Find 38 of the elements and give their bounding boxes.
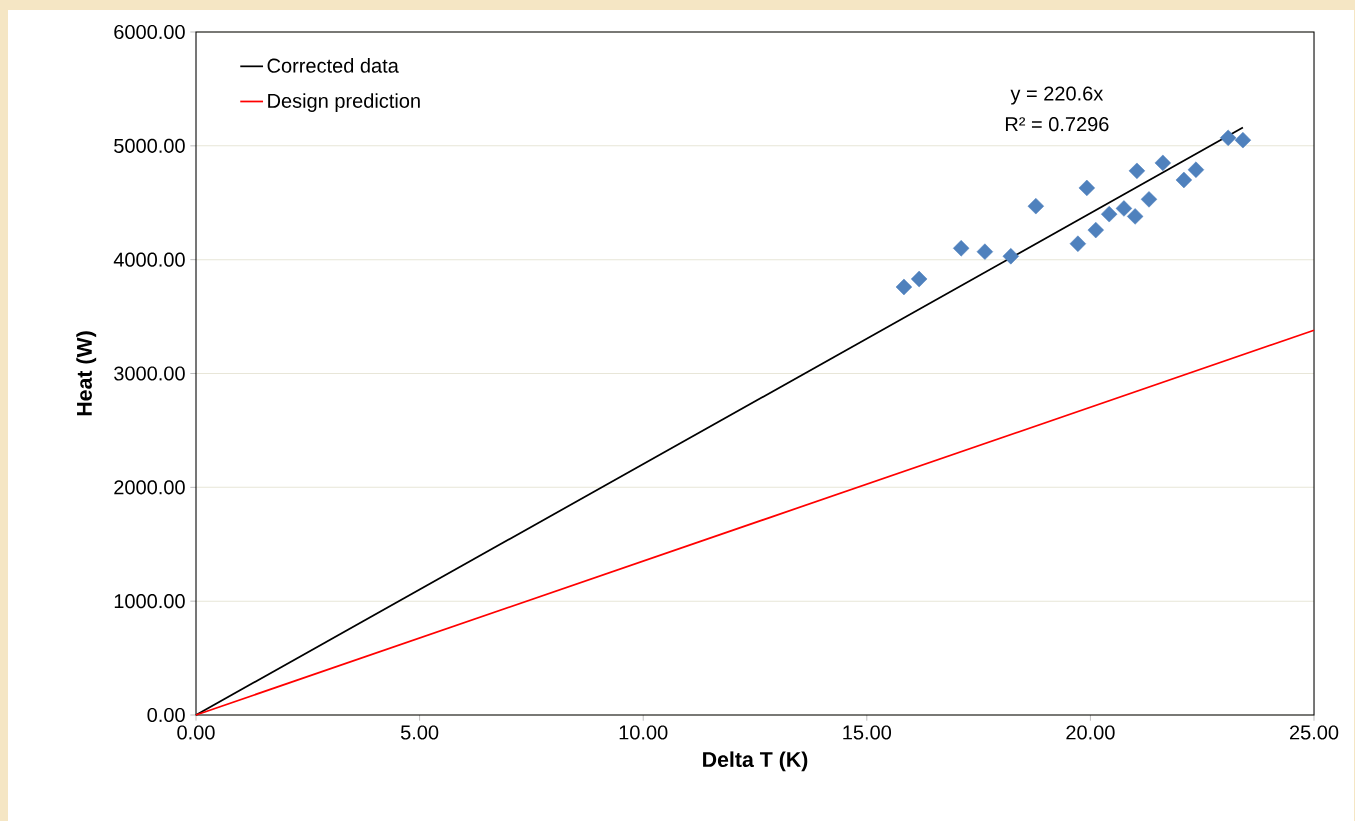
- point: [1175, 171, 1193, 189]
- point: [1115, 200, 1133, 217]
- point: [1069, 235, 1087, 252]
- point: [1087, 221, 1104, 239]
- x-tick-label: 10.00: [619, 725, 668, 740]
- point: [1154, 154, 1172, 172]
- legend-label: Corrected data: [267, 58, 399, 73]
- x-tick-label: 15.00: [843, 725, 892, 740]
- x-tick-label: 25.00: [1289, 725, 1339, 740]
- point: [1140, 191, 1158, 208]
- x-tick-label: 5.00: [400, 725, 439, 740]
- y-tick-label: 0.00: [147, 707, 185, 723]
- y-tick-label: 6000.00: [114, 24, 185, 40]
- legend-label: Design prediction: [268, 93, 420, 112]
- point: [952, 240, 970, 257]
- x-axis-title: Delta T (K): [703, 751, 808, 772]
- point: [1234, 131, 1252, 149]
- y-axis-title: Heat (W): [76, 331, 97, 416]
- x-tick-label: 0.00: [177, 725, 215, 740]
- annotation: R² = 0.7296: [1005, 117, 1109, 132]
- point: [1219, 129, 1237, 147]
- y-tick-label: 5000.00: [114, 138, 185, 153]
- point: [910, 270, 928, 288]
- point: [1187, 161, 1205, 178]
- y-tick-label: 1000.00: [114, 594, 185, 609]
- annotation: y = 220.6x: [1010, 86, 1104, 105]
- point: [1002, 248, 1019, 265]
- point: [895, 278, 913, 296]
- y-tick-label: 4000.00: [113, 252, 185, 267]
- x-tick-label: 20.00: [1066, 725, 1115, 740]
- point: [1128, 162, 1146, 180]
- y-tick-label: 2000.00: [114, 480, 185, 495]
- point: [976, 243, 994, 260]
- y-tick-label: 3000.00: [114, 366, 185, 381]
- point: [1027, 197, 1045, 215]
- point: [1078, 179, 1096, 197]
- point: [1101, 205, 1118, 223]
- point: [1126, 208, 1144, 225]
